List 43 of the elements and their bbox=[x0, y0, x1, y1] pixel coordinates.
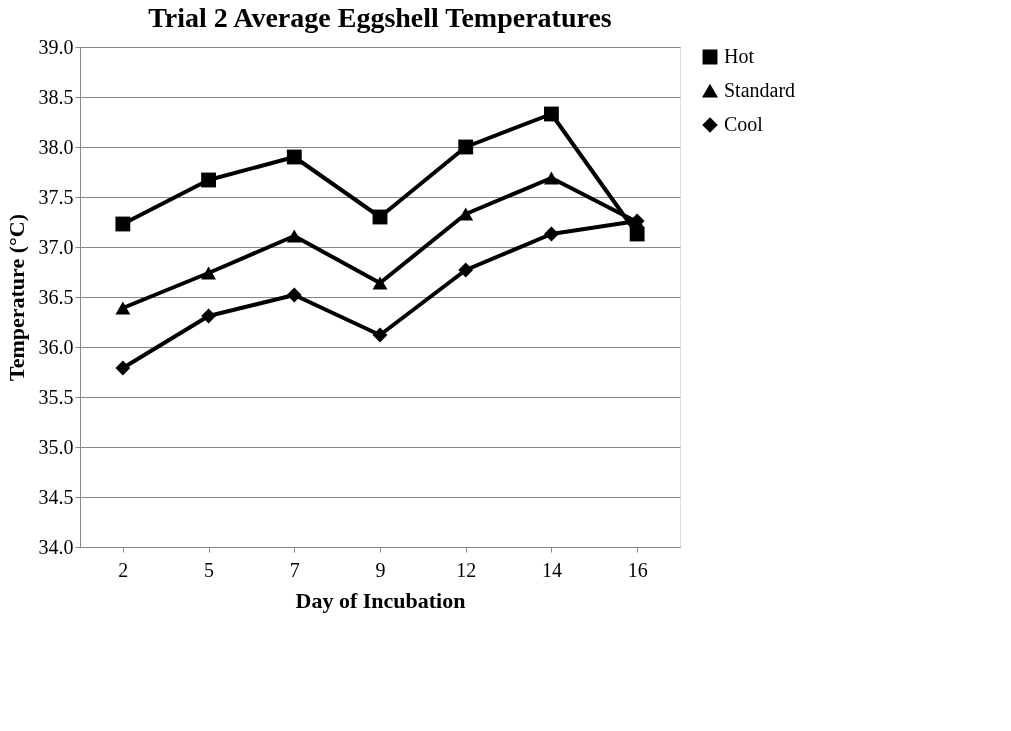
point bbox=[544, 171, 559, 185]
x-tick-label: 9 bbox=[375, 558, 386, 581]
point bbox=[458, 262, 474, 278]
y-axis-title: Temperature (°C) bbox=[3, 213, 29, 382]
y-tick-label: 35.0 bbox=[38, 435, 74, 458]
point bbox=[458, 139, 474, 155]
legend-label: Standard bbox=[724, 79, 796, 101]
y-tick-label: 38.5 bbox=[38, 85, 74, 108]
x-tick-label: 16 bbox=[627, 558, 648, 581]
y-tick-label: 34.0 bbox=[38, 535, 74, 558]
point bbox=[372, 276, 388, 290]
point bbox=[286, 149, 302, 165]
point bbox=[544, 106, 559, 122]
y-tick-label: 36.0 bbox=[38, 335, 74, 358]
point bbox=[372, 327, 388, 343]
point bbox=[201, 308, 216, 324]
point bbox=[201, 266, 216, 280]
x-axis-title: Day of Incubation bbox=[295, 587, 466, 613]
chart-title: Trial 2 Average Eggshell Temperatures bbox=[148, 2, 612, 33]
point bbox=[458, 207, 474, 221]
point bbox=[372, 209, 388, 225]
y-tick-label: 38.0 bbox=[38, 135, 74, 158]
y-tick-label: 34.5 bbox=[38, 485, 74, 508]
legend-label: Hot bbox=[724, 45, 755, 67]
x-tick-label: 2 bbox=[118, 558, 129, 581]
x-tick-label: 12 bbox=[456, 558, 477, 581]
point bbox=[115, 301, 131, 315]
y-tick-label: 35.5 bbox=[38, 385, 74, 408]
y-tick-label: 36.5 bbox=[38, 285, 74, 308]
x-tick-label: 14 bbox=[541, 558, 562, 581]
x-tick-label: 5 bbox=[204, 558, 215, 581]
point bbox=[201, 172, 216, 188]
x-tick-label: 7 bbox=[289, 558, 300, 581]
point bbox=[629, 226, 645, 242]
point bbox=[286, 287, 302, 303]
y-tick-label: 39.0 bbox=[38, 35, 74, 58]
point bbox=[115, 360, 131, 376]
point bbox=[286, 229, 302, 243]
point bbox=[544, 226, 559, 242]
y-tick-label: 37.5 bbox=[38, 185, 74, 208]
y-tick-label: 37.0 bbox=[38, 235, 74, 258]
legend-label: Cool bbox=[724, 113, 764, 135]
point bbox=[115, 216, 131, 232]
